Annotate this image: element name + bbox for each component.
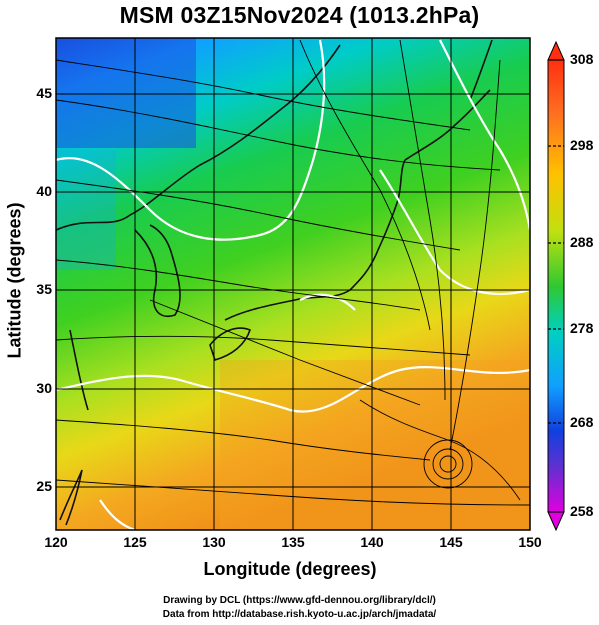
y-tick: 40 (36, 183, 52, 199)
x-tick: 125 (123, 534, 147, 550)
x-tick: 130 (202, 534, 226, 550)
y-axis-label: Latitude (degrees) (4, 202, 25, 359)
x-tick: 140 (360, 534, 384, 550)
map-frame (55, 37, 531, 531)
x-tick: 150 (518, 534, 542, 550)
contours (56, 39, 530, 530)
y-tick: 30 (36, 380, 52, 396)
x-tick: 135 (281, 534, 305, 550)
x-tick: 120 (44, 534, 68, 550)
map-title: MSM 03Z15Nov2024 (1013.2hPa) (119, 2, 480, 28)
x-axis-label: Longitude (degrees) (203, 559, 377, 579)
colorbar-tick: 308 (570, 51, 594, 67)
colorbar-tick: 298 (570, 137, 594, 153)
coastlines (56, 39, 493, 526)
colorbar-tick: 258 (570, 503, 594, 519)
x-tick: 145 (439, 534, 463, 550)
y-tick: 45 (36, 85, 52, 101)
colorbar-tick: 268 (570, 414, 594, 430)
credit-drawing: Drawing by DCL (https://www.gfd-dennou.o… (163, 595, 436, 606)
colorbar-tick: 278 (570, 320, 594, 336)
y-tick: 35 (36, 281, 52, 297)
y-tick: 25 (36, 478, 52, 494)
wind-streamlines (56, 39, 530, 506)
colorbar-tick: 288 (570, 234, 594, 250)
colorbar (547, 40, 565, 532)
credit-data: Data from http://database.rish.kyoto-u.a… (162, 609, 437, 620)
